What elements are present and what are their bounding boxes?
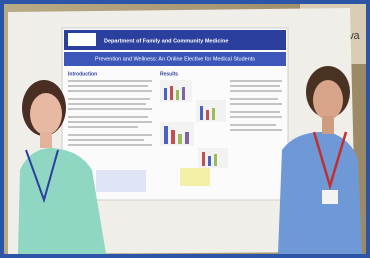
section-heading: Introduction: [68, 71, 97, 77]
poster-title: Prevention and Wellness: An Online Elect…: [95, 56, 255, 62]
logo: [68, 33, 96, 46]
photo: Towa Department of Family and Community …: [0, 0, 370, 258]
page: {"sign": "Towa", "poster": {"department"…: [0, 0, 370, 258]
department: Department of Family and Community Medic…: [104, 38, 228, 44]
section-heading: Results: [160, 71, 178, 77]
